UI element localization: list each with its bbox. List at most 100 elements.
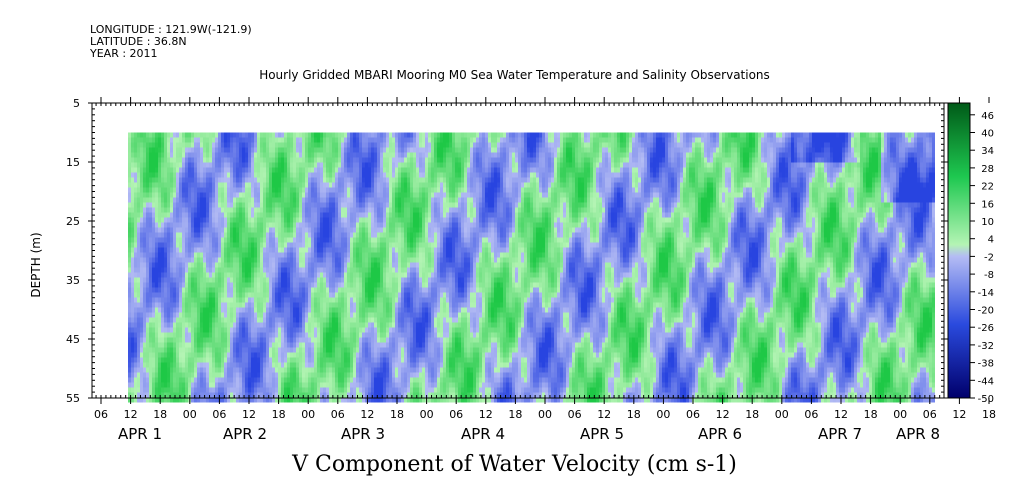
- heatmap-cell: [239, 152, 242, 158]
- heatmap-cell: [161, 152, 164, 158]
- heatmap-cell: [353, 227, 356, 233]
- heatmap-cell: [185, 207, 188, 213]
- heatmap-cell: [200, 237, 203, 243]
- heatmap-cell: [155, 307, 158, 313]
- heatmap-cell: [362, 377, 365, 383]
- heatmap-cell: [188, 197, 191, 203]
- heatmap-cell: [383, 262, 386, 268]
- heatmap-cell: [161, 237, 164, 243]
- heatmap-cell: [173, 337, 176, 343]
- heatmap-cell: [155, 397, 158, 403]
- heatmap-cell: [137, 312, 140, 318]
- heatmap-cell: [386, 322, 389, 328]
- heatmap-cell: [185, 202, 188, 208]
- heatmap-cell: [377, 207, 380, 213]
- heatmap-cell: [341, 362, 344, 368]
- heatmap-cell: [332, 227, 335, 233]
- heatmap-cell: [242, 167, 245, 173]
- heatmap-cell: [257, 172, 260, 178]
- heatmap-cell: [188, 192, 191, 198]
- heatmap-cell: [230, 397, 233, 403]
- heatmap-cell: [308, 157, 311, 163]
- heatmap-cell: [137, 267, 140, 273]
- heatmap-cell: [296, 197, 299, 203]
- heatmap-cell: [338, 137, 341, 143]
- heatmap-cell: [377, 257, 380, 263]
- heatmap-cell: [152, 167, 155, 173]
- heatmap-cell: [245, 282, 248, 288]
- heatmap-cell: [356, 292, 359, 298]
- heatmap-cell: [353, 317, 356, 323]
- heatmap-cell: [401, 247, 404, 253]
- heatmap-cell: [221, 207, 224, 213]
- heatmap-cell: [305, 387, 308, 393]
- heatmap-cell: [221, 262, 224, 268]
- heatmap-cell: [218, 352, 221, 358]
- heatmap-cell: [200, 142, 203, 148]
- heatmap-cell: [173, 157, 176, 163]
- heatmap-cell: [368, 207, 371, 213]
- heatmap-cell: [149, 342, 152, 348]
- heatmap-cell: [206, 202, 209, 208]
- heatmap-cell: [158, 197, 161, 203]
- heatmap-cell: [203, 277, 206, 283]
- heatmap-cell: [287, 137, 290, 143]
- heatmap-cell: [227, 227, 230, 233]
- heatmap-cell: [254, 397, 257, 403]
- heatmap-cell: [155, 212, 158, 218]
- heatmap-cell: [254, 187, 257, 193]
- heatmap-cell: [377, 382, 380, 388]
- heatmap-cell: [170, 182, 173, 188]
- heatmap-cell: [227, 187, 230, 193]
- heatmap-cell: [311, 377, 314, 383]
- heatmap-cell: [365, 337, 368, 343]
- heatmap-cell: [173, 307, 176, 313]
- heatmap-cell: [344, 152, 347, 158]
- heatmap-cell: [398, 222, 401, 228]
- heatmap-cell: [386, 227, 389, 233]
- heatmap-cell: [362, 172, 365, 178]
- heatmap-cell: [236, 382, 239, 388]
- heatmap-cell: [191, 387, 194, 393]
- heatmap-cell: [200, 362, 203, 368]
- heatmap-cell: [386, 262, 389, 268]
- heatmap-cell: [401, 172, 404, 178]
- heatmap-cell: [365, 367, 368, 373]
- heatmap-cell: [266, 367, 269, 373]
- heatmap-cell: [188, 187, 191, 193]
- heatmap-cell: [326, 352, 329, 358]
- heatmap-cell: [191, 362, 194, 368]
- heatmap-cell: [278, 287, 281, 293]
- heatmap-cell: [320, 237, 323, 243]
- heatmap-cell: [182, 217, 185, 223]
- heatmap-cell: [365, 227, 368, 233]
- heatmap-cell: [371, 167, 374, 173]
- heatmap-cell: [137, 237, 140, 243]
- heatmap-cell: [152, 252, 155, 258]
- heatmap-cell: [173, 272, 176, 278]
- heatmap-cell: [134, 327, 137, 333]
- heatmap-cell: [143, 197, 146, 203]
- heatmap-cell: [194, 267, 197, 273]
- heatmap-cell: [236, 237, 239, 243]
- heatmap-cell: [365, 137, 368, 143]
- heatmap-cell: [329, 182, 332, 188]
- heatmap-cell: [164, 232, 167, 238]
- heatmap-cell: [140, 307, 143, 313]
- heatmap-cell: [344, 312, 347, 318]
- heatmap-cell: [164, 327, 167, 333]
- heatmap-cell: [155, 147, 158, 153]
- heatmap-cell: [158, 202, 161, 208]
- heatmap-cell: [137, 277, 140, 283]
- heatmap-cell: [284, 177, 287, 183]
- heatmap-cell: [227, 337, 230, 343]
- heatmap-cell: [371, 387, 374, 393]
- heatmap-cell: [353, 172, 356, 178]
- heatmap-cell: [194, 392, 197, 398]
- heatmap-cell: [158, 367, 161, 373]
- heatmap-cell: [242, 207, 245, 213]
- heatmap-cell: [266, 352, 269, 358]
- heatmap-cell: [140, 167, 143, 173]
- heatmap-cell: [152, 162, 155, 168]
- heatmap-cell: [350, 207, 353, 213]
